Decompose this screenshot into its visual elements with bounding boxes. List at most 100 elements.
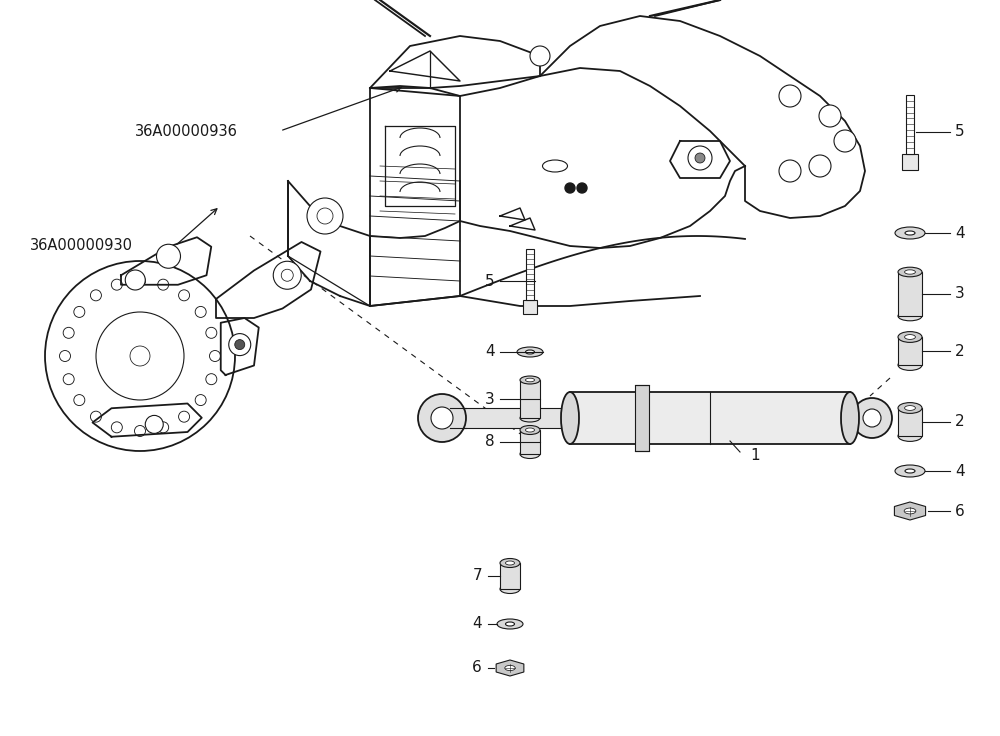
Circle shape	[125, 270, 145, 290]
Ellipse shape	[898, 267, 922, 277]
Circle shape	[210, 350, 220, 361]
Bar	[635, 385, 649, 451]
Text: 6: 6	[472, 660, 482, 676]
Circle shape	[74, 306, 85, 317]
Circle shape	[195, 394, 206, 406]
Circle shape	[565, 183, 575, 193]
Ellipse shape	[500, 559, 520, 567]
Ellipse shape	[506, 561, 514, 565]
Circle shape	[179, 411, 190, 422]
Circle shape	[60, 350, 70, 361]
Polygon shape	[894, 502, 926, 520]
Bar	[526, 249, 534, 300]
Ellipse shape	[526, 378, 534, 382]
Ellipse shape	[898, 332, 922, 342]
Circle shape	[158, 279, 169, 290]
Text: 7: 7	[472, 568, 482, 584]
Circle shape	[206, 328, 217, 339]
Circle shape	[90, 290, 101, 301]
Circle shape	[179, 290, 190, 301]
Ellipse shape	[898, 311, 922, 321]
Bar	[570, 392, 850, 444]
Circle shape	[852, 398, 892, 438]
Ellipse shape	[841, 392, 859, 444]
Circle shape	[695, 153, 705, 163]
Text: 2: 2	[955, 414, 965, 430]
Ellipse shape	[905, 270, 915, 275]
Circle shape	[45, 261, 235, 451]
Circle shape	[195, 306, 206, 317]
Ellipse shape	[904, 508, 916, 514]
Bar	[902, 154, 918, 170]
Ellipse shape	[905, 335, 915, 339]
Circle shape	[273, 261, 301, 289]
Text: 8: 8	[485, 434, 495, 450]
Circle shape	[577, 183, 587, 193]
Circle shape	[96, 312, 184, 400]
Circle shape	[229, 333, 251, 355]
Text: 4: 4	[485, 344, 495, 359]
Circle shape	[74, 394, 85, 406]
Circle shape	[235, 339, 245, 350]
Circle shape	[809, 155, 831, 177]
Bar	[520, 430, 540, 454]
Circle shape	[863, 409, 881, 427]
Circle shape	[134, 275, 146, 286]
Text: 6: 6	[955, 503, 965, 518]
Ellipse shape	[895, 227, 925, 239]
Circle shape	[63, 374, 74, 385]
Text: 1: 1	[750, 448, 760, 464]
Circle shape	[90, 411, 101, 422]
Text: 36A00000936: 36A00000936	[135, 124, 238, 138]
Text: 4: 4	[472, 617, 482, 631]
Bar	[906, 95, 914, 154]
Ellipse shape	[905, 406, 915, 411]
Bar	[523, 300, 537, 314]
Ellipse shape	[517, 347, 543, 357]
Circle shape	[134, 425, 146, 436]
Circle shape	[156, 244, 180, 268]
Ellipse shape	[561, 392, 579, 444]
Ellipse shape	[497, 619, 523, 629]
Ellipse shape	[506, 622, 514, 626]
Ellipse shape	[898, 403, 922, 414]
Ellipse shape	[898, 360, 922, 370]
Circle shape	[819, 105, 841, 127]
Bar	[450, 408, 570, 428]
Ellipse shape	[505, 665, 515, 670]
Circle shape	[145, 415, 163, 434]
Circle shape	[111, 279, 122, 290]
Circle shape	[130, 346, 150, 366]
Text: 5: 5	[485, 274, 495, 289]
Circle shape	[779, 160, 801, 182]
Circle shape	[834, 130, 856, 152]
Ellipse shape	[520, 414, 540, 422]
Ellipse shape	[520, 425, 540, 434]
Circle shape	[281, 269, 293, 281]
Circle shape	[418, 394, 466, 442]
Ellipse shape	[898, 431, 922, 442]
Circle shape	[317, 208, 333, 224]
Circle shape	[431, 407, 453, 429]
Ellipse shape	[905, 231, 915, 235]
Bar	[898, 337, 922, 365]
Ellipse shape	[500, 584, 520, 593]
Ellipse shape	[520, 450, 540, 459]
Text: 3: 3	[955, 286, 965, 302]
Circle shape	[63, 328, 74, 339]
Ellipse shape	[905, 469, 915, 473]
Circle shape	[688, 146, 712, 170]
Text: 36A00000930: 36A00000930	[30, 238, 133, 253]
Text: 3: 3	[485, 392, 495, 406]
Circle shape	[779, 85, 801, 107]
Polygon shape	[496, 660, 524, 676]
Text: 4: 4	[955, 464, 965, 478]
Circle shape	[111, 422, 122, 433]
Ellipse shape	[526, 350, 534, 354]
Text: 5: 5	[955, 124, 965, 140]
Bar	[500, 563, 520, 589]
Ellipse shape	[542, 160, 568, 172]
Bar	[898, 408, 922, 436]
Text: 4: 4	[955, 225, 965, 241]
Bar	[520, 380, 540, 418]
